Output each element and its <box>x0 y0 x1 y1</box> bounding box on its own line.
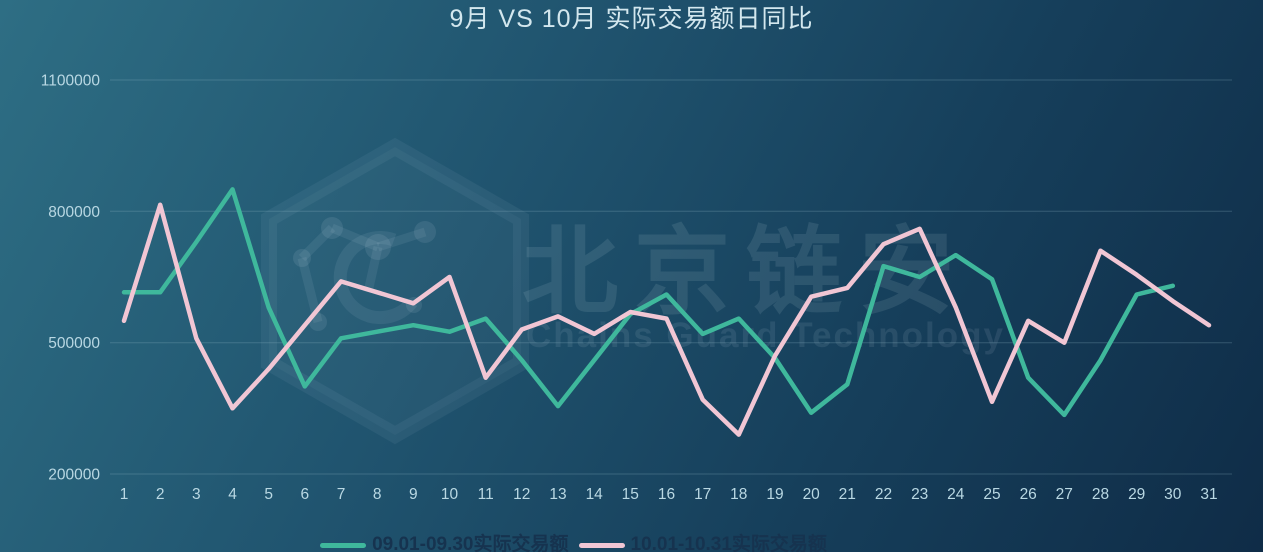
y-tick-label: 500000 <box>48 335 100 352</box>
y-tick-label: 800000 <box>48 204 100 221</box>
x-tick-label: 3 <box>192 486 201 503</box>
legend-item-october[interactable]: 10.01-10.31实际交易额 <box>578 533 827 552</box>
x-tick-label: 11 <box>478 486 494 503</box>
x-tick-label: 1 <box>120 486 129 503</box>
x-tick-label: 15 <box>622 486 639 503</box>
legend-swatch-october <box>578 543 625 548</box>
chart-title: 9月 VS 10月 实际交易额日同比 <box>449 5 814 33</box>
x-tick-label: 5 <box>264 486 273 503</box>
x-tick-label: 30 <box>1164 486 1182 503</box>
y-tick-label: 200000 <box>48 467 100 484</box>
legend-label-october: 10.01-10.31实际交易额 <box>630 534 827 552</box>
y-tick-label: 1100000 <box>41 73 101 90</box>
x-tick-label: 29 <box>1128 486 1145 503</box>
x-tick-label: 4 <box>228 486 237 503</box>
series-line-september <box>121 187 1176 418</box>
legend-item-september[interactable]: 09.01-09.30实际交易额 <box>320 533 569 552</box>
x-tick-label: 6 <box>300 486 309 503</box>
x-tick-label: 19 <box>766 486 783 503</box>
x-tick-label: 22 <box>875 486 892 503</box>
x-axis: 1 2 3 4 5 6 7 8 9 10 11 12 13 14 15 16 17 18 19 20 21 22 23 24 2… <box>120 486 1218 503</box>
legend: 09.01-09.30实际交易额 10.01-10.31实际交易额 <box>0 533 1205 552</box>
legend-label-september: 09.01-09.30实际交易额 <box>372 534 569 552</box>
x-tick-label: 23 <box>911 486 928 503</box>
x-tick-label: 8 <box>373 486 382 503</box>
legend-swatch-september <box>320 543 367 548</box>
x-tick-label: 10 <box>441 486 459 503</box>
x-tick-label: 21 <box>839 486 856 503</box>
x-tick-label: 27 <box>1056 486 1073 503</box>
x-tick-label: 2 <box>156 486 165 503</box>
y-axis: 200000 500000 800000 1100000 <box>41 73 101 484</box>
x-tick-label: 9 <box>409 486 418 503</box>
x-tick-label: 16 <box>658 486 675 503</box>
x-tick-label: 14 <box>586 486 604 503</box>
x-tick-label: 20 <box>803 486 821 503</box>
series-line-october <box>121 202 1212 437</box>
x-tick-label: 17 <box>694 486 711 503</box>
x-tick-label: 26 <box>1020 486 1037 503</box>
x-tick-label: 13 <box>549 486 566 503</box>
grid <box>110 79 1232 475</box>
x-tick-label: 25 <box>983 486 1000 503</box>
x-tick-label: 7 <box>337 486 346 503</box>
x-tick-label: 24 <box>947 486 965 503</box>
x-tick-label: 28 <box>1092 486 1109 503</box>
x-tick-label: 18 <box>730 486 747 503</box>
x-tick-label: 12 <box>513 486 530 503</box>
x-tick-label: 31 <box>1200 486 1217 503</box>
